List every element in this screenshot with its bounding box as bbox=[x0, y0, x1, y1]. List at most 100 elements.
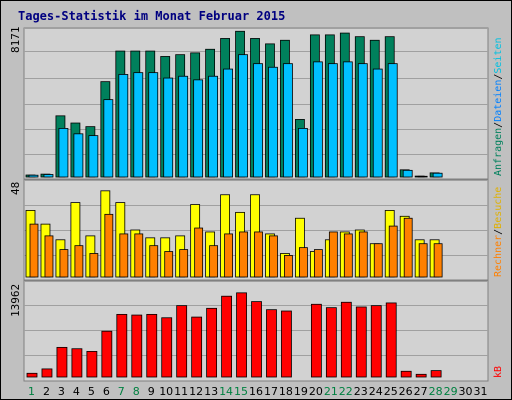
bar-rechner-1 bbox=[29, 223, 39, 278]
day-label-11: 11 bbox=[174, 385, 188, 398]
bar-kb-24 bbox=[370, 305, 382, 378]
bar-rechner-5 bbox=[89, 253, 99, 278]
bar-rechner-13 bbox=[209, 245, 219, 278]
bar-dateien-3 bbox=[58, 128, 69, 178]
bar-rechner-8 bbox=[134, 233, 144, 278]
day-label-25: 25 bbox=[384, 385, 398, 398]
bar-kb-22 bbox=[340, 301, 352, 378]
bar-rechner-15 bbox=[239, 231, 248, 278]
bar-kb-25 bbox=[385, 302, 397, 378]
bar-dateien-13 bbox=[208, 75, 219, 178]
day-label-2: 2 bbox=[43, 385, 50, 398]
day-label-4: 4 bbox=[73, 385, 80, 398]
bar-kb-7 bbox=[116, 313, 128, 378]
bar-rechner-3 bbox=[59, 249, 69, 278]
bar-dateien-23 bbox=[357, 63, 368, 178]
day-label-8: 8 bbox=[133, 385, 140, 398]
bar-kb-27 bbox=[415, 373, 427, 378]
bar-kb-4 bbox=[71, 348, 83, 378]
bar-dateien-24 bbox=[372, 68, 383, 178]
bar-dateien-16 bbox=[253, 63, 263, 178]
day-label-10: 10 bbox=[159, 385, 173, 398]
day-label-26: 26 bbox=[399, 385, 413, 398]
day-label-20: 20 bbox=[309, 385, 323, 398]
bar-kb-6 bbox=[101, 330, 113, 378]
bar-kb-10 bbox=[161, 317, 173, 378]
bar-dateien-11 bbox=[178, 75, 189, 178]
day-label-16: 16 bbox=[249, 385, 263, 398]
day-label-21: 21 bbox=[324, 385, 338, 398]
bar-dateien-14 bbox=[223, 68, 233, 178]
bar-rechner-6 bbox=[104, 213, 114, 278]
bar-dateien-26 bbox=[402, 169, 413, 178]
day-label-17: 17 bbox=[264, 385, 278, 398]
bar-dateien-9 bbox=[148, 72, 159, 178]
day-label-13: 13 bbox=[204, 385, 218, 398]
bar-kb-13 bbox=[206, 307, 218, 378]
bar-rechner-21 bbox=[328, 231, 338, 278]
bar-kb-18 bbox=[281, 310, 292, 378]
day-label-29: 29 bbox=[444, 385, 458, 398]
bar-dateien-28 bbox=[432, 172, 443, 178]
day-label-22: 22 bbox=[339, 385, 353, 398]
day-label-18: 18 bbox=[279, 385, 293, 398]
bar-rechner-19 bbox=[299, 247, 308, 278]
bar-dateien-21 bbox=[327, 63, 338, 178]
bar-rechner-7 bbox=[119, 233, 129, 278]
day-label-1: 1 bbox=[28, 385, 35, 398]
bar-rechner-12 bbox=[194, 227, 204, 278]
day-label-14: 14 bbox=[219, 385, 233, 398]
day-label-27: 27 bbox=[414, 385, 428, 398]
bar-rechner-11 bbox=[179, 249, 189, 278]
bar-dateien-1 bbox=[28, 174, 39, 178]
bar-rechner-9 bbox=[149, 245, 159, 278]
bar-dateien-18 bbox=[283, 63, 293, 178]
bar-kb-3 bbox=[56, 346, 68, 378]
bar-dateien-12 bbox=[193, 79, 204, 178]
bar-dateien-7 bbox=[118, 74, 129, 178]
bar-kb-5 bbox=[86, 351, 98, 378]
day-label-6: 6 bbox=[103, 385, 110, 398]
bar-dateien-2 bbox=[43, 174, 54, 178]
bar-rechner-17 bbox=[269, 235, 278, 278]
bar-kb-28 bbox=[430, 370, 442, 378]
bar-dateien-25 bbox=[387, 63, 398, 178]
day-label-23: 23 bbox=[354, 385, 368, 398]
bar-rechner-22 bbox=[343, 233, 353, 278]
chart-title: Tages-Statistik im Monat Februar 2015 bbox=[18, 9, 286, 23]
day-label-9: 9 bbox=[148, 385, 155, 398]
bar-rechner-4 bbox=[74, 245, 84, 278]
bar-kb-14 bbox=[221, 295, 232, 378]
bar-kb-8 bbox=[131, 314, 143, 378]
day-label-12: 12 bbox=[189, 385, 203, 398]
bar-kb-1 bbox=[26, 372, 38, 378]
bar-kb-11 bbox=[176, 305, 188, 378]
bar-rechner-26 bbox=[403, 217, 413, 278]
day-label-28: 28 bbox=[429, 385, 443, 398]
bar-dateien-19 bbox=[298, 128, 308, 178]
day-label-30: 30 bbox=[459, 385, 473, 398]
bar-rechner-28 bbox=[433, 243, 443, 278]
bar-rechner-24 bbox=[373, 243, 383, 278]
day-label-7: 7 bbox=[118, 385, 125, 398]
bar-kb-15 bbox=[236, 292, 247, 378]
bar-dateien-6 bbox=[103, 99, 114, 178]
bar-dateien-22 bbox=[342, 61, 353, 178]
bar-rechner-14 bbox=[224, 233, 233, 278]
bar-rechner-16 bbox=[254, 231, 263, 278]
day-label-24: 24 bbox=[369, 385, 383, 398]
day-label-15: 15 bbox=[234, 385, 248, 398]
bar-rechner-2 bbox=[44, 235, 54, 278]
day-label-5: 5 bbox=[88, 385, 95, 398]
bar-rechner-25 bbox=[388, 225, 398, 278]
bar-kb-2 bbox=[41, 368, 53, 378]
bar-kb-9 bbox=[146, 313, 158, 378]
bar-dateien-8 bbox=[133, 72, 144, 178]
bar-dateien-5 bbox=[88, 135, 99, 178]
day-label-31: 31 bbox=[474, 385, 488, 398]
bar-kb-26 bbox=[400, 370, 412, 378]
bar-dateien-17 bbox=[268, 66, 278, 178]
bar-dateien-15 bbox=[238, 54, 248, 178]
bar-rechner-20 bbox=[313, 249, 323, 278]
